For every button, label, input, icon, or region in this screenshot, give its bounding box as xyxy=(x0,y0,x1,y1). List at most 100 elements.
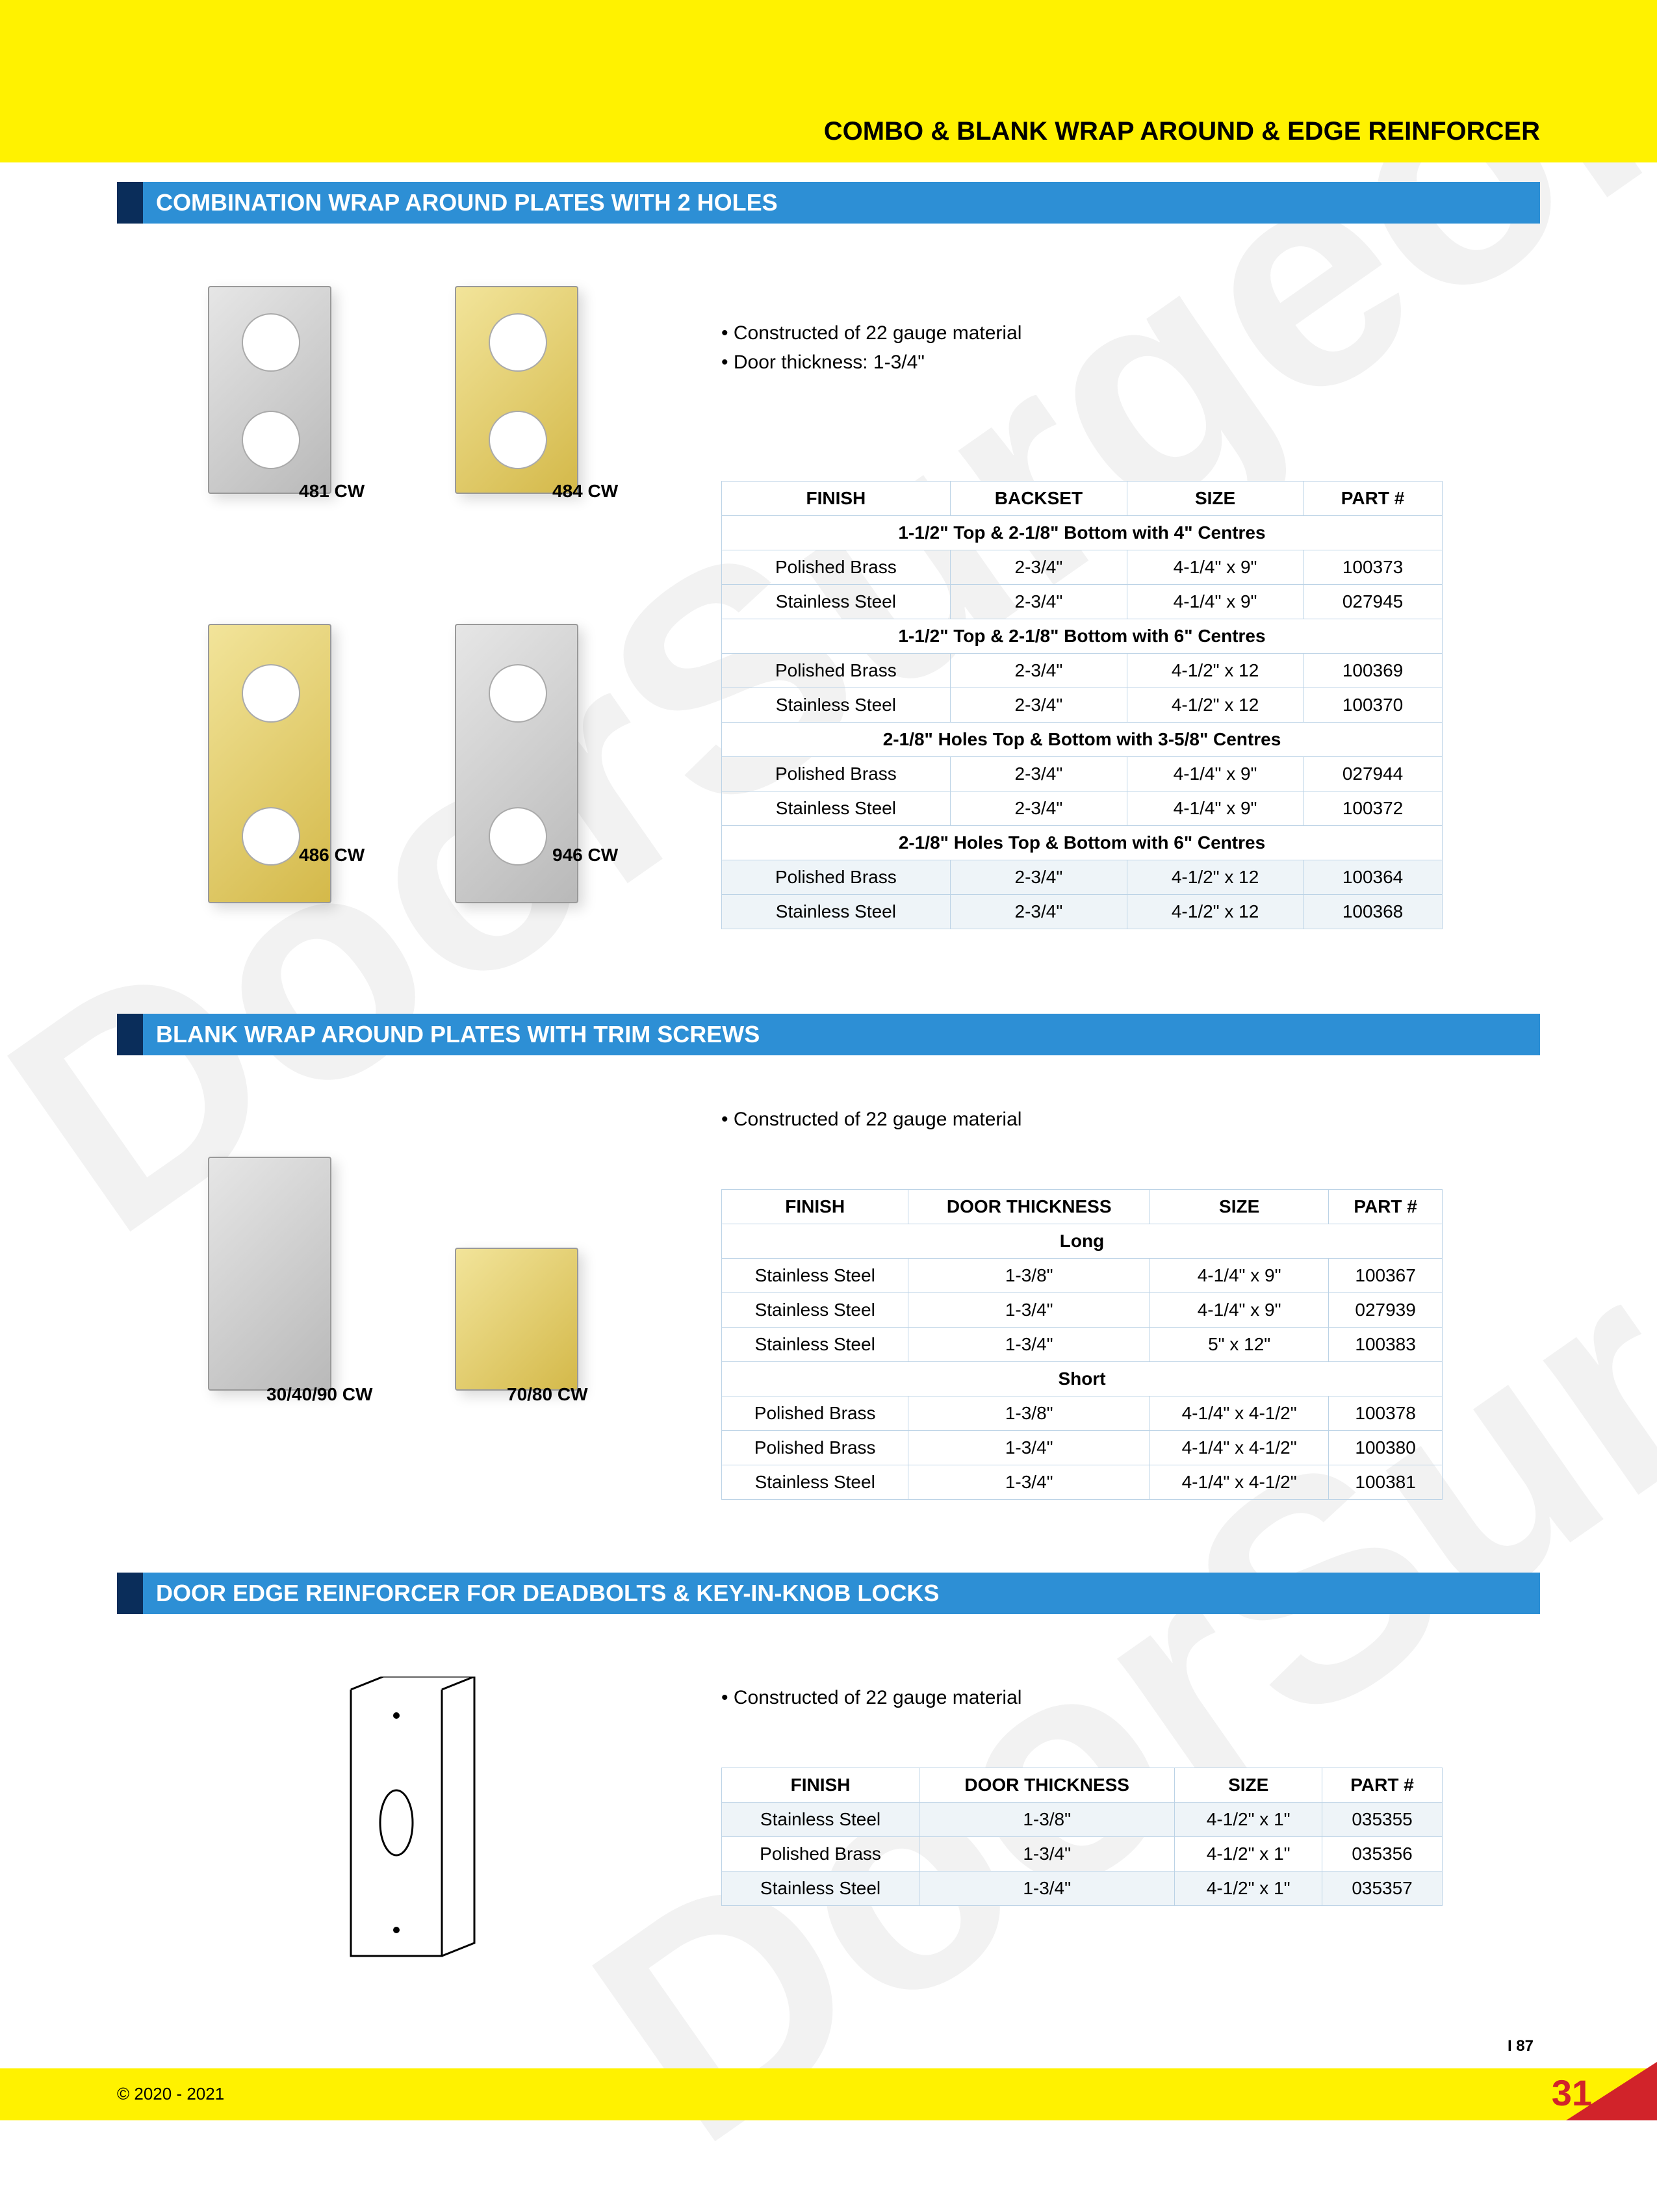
product-label: 484 CW xyxy=(552,481,618,502)
product-304090cw xyxy=(208,1157,331,1391)
table-cell: 4-1/2" x 12 xyxy=(1127,688,1304,723)
table-cell: 4-1/4" x 9" xyxy=(1127,550,1304,585)
table-cell: 4-1/4" x 4-1/2" xyxy=(1150,1465,1329,1500)
table-cell: 100383 xyxy=(1329,1328,1443,1362)
table-header: SIZE xyxy=(1175,1768,1322,1803)
table-cell: Stainless Steel xyxy=(722,791,951,826)
product-label: 30/40/90 CW xyxy=(266,1384,372,1405)
product-484cw xyxy=(455,286,578,494)
table-row: Polished Brass1-3/4"4-1/2" x 1"035356 xyxy=(722,1837,1443,1871)
table-subheader: 2-1/8" Holes Top & Bottom with 6" Centre… xyxy=(722,826,1443,860)
section-3-table: FINISHDOOR THICKNESSSIZEPART #Stainless … xyxy=(721,1768,1443,1906)
bullet: • Door thickness: 1-3/4" xyxy=(721,348,1021,377)
section-1-table: FINISHBACKSETSIZEPART #1-1/2" Top & 2-1/… xyxy=(721,481,1443,929)
table-header: FINISH xyxy=(722,482,951,516)
table-cell: 2-3/4" xyxy=(950,791,1127,826)
table-subheader: 1-1/2" Top & 2-1/8" Bottom with 4" Centr… xyxy=(722,516,1443,550)
table-cell: 1-3/4" xyxy=(919,1837,1175,1871)
section-indent xyxy=(117,1573,143,1614)
table-cell: 4-1/4" x 9" xyxy=(1127,791,1304,826)
table-cell: 1-3/4" xyxy=(908,1431,1150,1465)
table-cell: 2-3/4" xyxy=(950,860,1127,895)
table-row: Polished Brass2-3/4"4-1/4" x 9"027944 xyxy=(722,757,1443,791)
table-row: Polished Brass2-3/4"4-1/2" x 12100364 xyxy=(722,860,1443,895)
table-header: DOOR THICKNESS xyxy=(908,1190,1150,1224)
edge-reinforcer-drawing xyxy=(312,1677,481,1969)
section-2-table: FINISHDOOR THICKNESSSIZEPART #LongStainl… xyxy=(721,1189,1443,1500)
section-3-bullets: • Constructed of 22 gauge material xyxy=(721,1683,1021,1712)
section-indent xyxy=(117,1014,143,1055)
page-title: COMBO & BLANK WRAP AROUND & EDGE REINFOR… xyxy=(824,117,1540,146)
table-cell: 100367 xyxy=(1329,1259,1443,1293)
table-cell: 1-3/8" xyxy=(908,1396,1150,1431)
table-row: Stainless Steel1-3/4"4-1/4" x 4-1/2"1003… xyxy=(722,1465,1443,1500)
table-cell: Polished Brass xyxy=(722,654,951,688)
table-cell: 4-1/4" x 9" xyxy=(1127,757,1304,791)
copyright: © 2020 - 2021 xyxy=(117,2084,224,2104)
table-cell: 4-1/4" x 9" xyxy=(1150,1259,1329,1293)
table-header: FINISH xyxy=(722,1768,919,1803)
table-cell: 100373 xyxy=(1304,550,1443,585)
table-cell: 1-3/4" xyxy=(908,1293,1150,1328)
table-cell: 4-1/2" x 12 xyxy=(1127,654,1304,688)
table-cell: 4-1/2" x 1" xyxy=(1175,1837,1322,1871)
table-cell: Stainless Steel xyxy=(722,1328,908,1362)
table-header: SIZE xyxy=(1150,1190,1329,1224)
table-cell: 2-3/4" xyxy=(950,585,1127,619)
table-row: Stainless Steel1-3/8"4-1/4" x 9"100367 xyxy=(722,1259,1443,1293)
table-row: Polished Brass2-3/4"4-1/4" x 9"100373 xyxy=(722,550,1443,585)
page-number: 31 xyxy=(1552,2072,1592,2114)
table-cell: Polished Brass xyxy=(722,860,951,895)
table-header: PART # xyxy=(1304,482,1443,516)
table-subheader: 1-1/2" Top & 2-1/8" Bottom with 6" Centr… xyxy=(722,619,1443,654)
product-481cw xyxy=(208,286,331,494)
table-subheader: 2-1/8" Holes Top & Bottom with 3-5/8" Ce… xyxy=(722,723,1443,757)
table-cell: Stainless Steel xyxy=(722,1293,908,1328)
table-cell: 100364 xyxy=(1304,860,1443,895)
section-1-bullets: • Constructed of 22 gauge material • Doo… xyxy=(721,318,1021,377)
section-3-title: DOOR EDGE REINFORCER FOR DEADBOLTS & KEY… xyxy=(156,1580,939,1607)
table-row: Stainless Steel1-3/8"4-1/2" x 1"035355 xyxy=(722,1803,1443,1837)
table-cell: 100381 xyxy=(1329,1465,1443,1500)
section-2-title: BLANK WRAP AROUND PLATES WITH TRIM SCREW… xyxy=(156,1021,760,1048)
table-header: PART # xyxy=(1329,1190,1443,1224)
section-2-header: BLANK WRAP AROUND PLATES WITH TRIM SCREW… xyxy=(117,1014,1540,1055)
hole-icon xyxy=(242,313,300,372)
table-cell: Stainless Steel xyxy=(722,1871,919,1906)
table-header: DOOR THICKNESS xyxy=(919,1768,1175,1803)
table-cell: Polished Brass xyxy=(722,1837,919,1871)
table-cell: 1-3/8" xyxy=(919,1803,1175,1837)
table-cell: 100380 xyxy=(1329,1431,1443,1465)
product-label: 486 CW xyxy=(299,845,365,866)
table-cell: Stainless Steel xyxy=(722,1259,908,1293)
table-cell: Stainless Steel xyxy=(722,585,951,619)
product-label: 946 CW xyxy=(552,845,618,866)
table-cell: 100372 xyxy=(1304,791,1443,826)
table-cell: 5" x 12" xyxy=(1150,1328,1329,1362)
table-cell: Stainless Steel xyxy=(722,1465,908,1500)
hole-icon xyxy=(489,411,547,469)
table-row: Stainless Steel2-3/4"4-1/2" x 12100370 xyxy=(722,688,1443,723)
table-cell: 1-3/4" xyxy=(908,1328,1150,1362)
hole-icon xyxy=(242,664,300,723)
section-1-title: COMBINATION WRAP AROUND PLATES WITH 2 HO… xyxy=(156,189,778,216)
table-row: Stainless Steel1-3/4"4-1/4" x 9"027939 xyxy=(722,1293,1443,1328)
table-row: Polished Brass1-3/8"4-1/4" x 4-1/2"10037… xyxy=(722,1396,1443,1431)
bottom-bar xyxy=(0,2068,1657,2120)
table-cell: 4-1/4" x 4-1/2" xyxy=(1150,1396,1329,1431)
table-cell: Polished Brass xyxy=(722,757,951,791)
hole-icon xyxy=(489,664,547,723)
table-cell: 4-1/2" x 1" xyxy=(1175,1871,1322,1906)
table-row: Stainless Steel1-3/4"5" x 12"100383 xyxy=(722,1328,1443,1362)
table-cell: 2-3/4" xyxy=(950,757,1127,791)
table-cell: 100368 xyxy=(1304,895,1443,929)
bullet: • Constructed of 22 gauge material xyxy=(721,318,1021,348)
table-cell: 1-3/4" xyxy=(919,1871,1175,1906)
reference-code: I 87 xyxy=(1508,2037,1534,2055)
table-cell: 4-1/4" x 9" xyxy=(1127,585,1304,619)
table-row: Stainless Steel2-3/4"4-1/4" x 9"100372 xyxy=(722,791,1443,826)
table-cell: 100378 xyxy=(1329,1396,1443,1431)
table-cell: 1-3/4" xyxy=(908,1465,1150,1500)
product-7080cw xyxy=(455,1248,578,1391)
table-row: Polished Brass2-3/4"4-1/2" x 12100369 xyxy=(722,654,1443,688)
